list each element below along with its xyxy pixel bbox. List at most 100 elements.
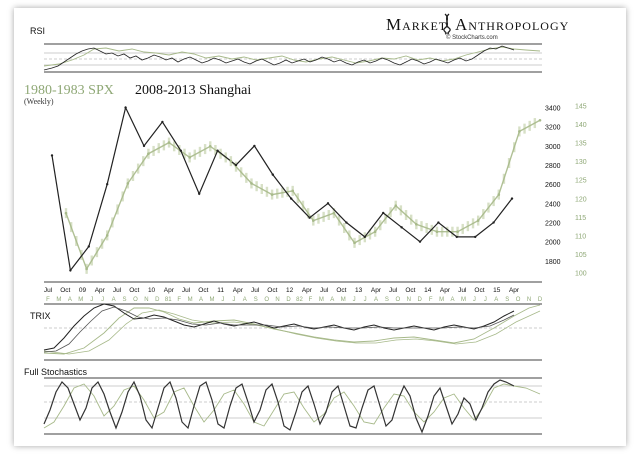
shanghai-point-13 xyxy=(290,197,293,200)
shanghai-point-8 xyxy=(198,192,201,195)
shanghai-point-10 xyxy=(234,163,238,167)
x-bottom-label-34: D xyxy=(418,297,423,303)
x-axis-top-labels: Jul Oct 09 Apr Jul Oct 10 Apr Jul Oct 11 Apr Jul Oct 1… xyxy=(44,287,520,294)
x-bottom-label-10: D xyxy=(155,297,160,303)
x-bottom-label-0: F xyxy=(46,297,50,303)
x-bottom-label-29: J xyxy=(364,297,367,303)
x-top-label-19: Apr xyxy=(371,287,382,294)
shanghai-point-12 xyxy=(271,173,274,176)
x-bottom-label-36: M xyxy=(439,297,444,303)
x-top-label-17: Oct xyxy=(336,287,346,294)
spx-point-5 xyxy=(167,141,171,144)
brand-word-market: Market xyxy=(386,15,447,34)
spx-point-14 xyxy=(353,241,356,245)
spx-point-15 xyxy=(373,230,377,234)
legend-shanghai: 2008-2013 Shanghai xyxy=(135,83,251,98)
x-top-label-15: Apr xyxy=(302,287,313,294)
shanghai-points xyxy=(50,106,514,272)
shanghai-point-14 xyxy=(308,216,311,219)
x-bottom-label-32: O xyxy=(396,297,401,303)
spx-point-7 xyxy=(208,144,212,148)
left-tick-label-4: 125 xyxy=(575,178,587,185)
stochastics-title: Full Stochastics xyxy=(24,367,88,377)
trix-panel: TRIX xyxy=(30,303,542,361)
x-top-label-16: Jul xyxy=(320,287,329,294)
spx-point-18 xyxy=(435,230,439,234)
shanghai-point-9 xyxy=(216,149,219,152)
shanghai-point-24 xyxy=(492,221,495,224)
spx-point-6 xyxy=(188,156,191,159)
x-bottom-label-43: O xyxy=(516,297,521,303)
x-bottom-label-17: J xyxy=(232,297,235,303)
x-bottom-label-3: M xyxy=(78,297,83,303)
x-bottom-label-41: A xyxy=(494,297,498,303)
x-bottom-label-16: J xyxy=(221,297,224,303)
x-top-label-11: Apr xyxy=(233,287,244,294)
shanghai-point-21 xyxy=(437,221,440,224)
shanghai-point-7 xyxy=(179,149,182,152)
shanghai-point-20 xyxy=(418,240,422,243)
spx-points xyxy=(64,118,542,271)
shanghai-series-line xyxy=(51,105,513,272)
shanghai-point-4 xyxy=(124,106,127,109)
shanghai-point-17 xyxy=(363,235,366,239)
rsi-shanghai-line xyxy=(43,45,515,71)
x-bottom-label-2: A xyxy=(68,297,72,303)
x-axis-bottom-labels: F M A M J J A S O N D 81 F M A M J J A S O N D 82 F M A M J J A S O N D F M A… xyxy=(46,297,543,303)
spx-point-20 xyxy=(476,219,480,222)
spx-point-4 xyxy=(147,152,150,156)
x-bottom-label-40: J xyxy=(484,297,487,303)
spx-point-19 xyxy=(456,230,459,234)
left-tick-label-2: 135 xyxy=(575,141,587,148)
x-bottom-label-38: M xyxy=(461,297,466,303)
left-axis-ticks: 145 140 135 130 125 120 115 110 105 100 xyxy=(575,103,587,277)
x-top-label-0: Jul xyxy=(44,287,53,294)
spx-point-12 xyxy=(312,219,315,222)
spx-point-21 xyxy=(497,193,501,196)
right-tick-label-4: 2600 xyxy=(545,182,561,189)
rsi-panel: RSI xyxy=(30,26,542,73)
legend-spx: 1980-1983 SPX xyxy=(24,83,114,98)
right-tick-label-3: 2800 xyxy=(545,163,561,170)
left-tick-label-8: 105 xyxy=(575,252,587,259)
x-top-label-23: Apr xyxy=(440,287,451,294)
right-tick-label-0: 3400 xyxy=(545,106,561,113)
left-tick-label-9: 100 xyxy=(575,271,587,278)
x-bottom-label-45: D xyxy=(538,297,543,303)
shanghai-point-23 xyxy=(474,235,477,239)
x-bottom-label-22: D xyxy=(286,297,291,303)
right-tick-label-2: 3000 xyxy=(545,144,561,151)
shanghai-point-19 xyxy=(400,226,403,229)
shanghai-point-5 xyxy=(142,144,146,148)
spx-point-8 xyxy=(229,159,233,163)
x-bottom-label-44: N xyxy=(527,297,531,303)
trix-spx-line xyxy=(43,304,541,355)
x-bottom-label-20: O xyxy=(264,297,269,303)
left-tick-label-7: 110 xyxy=(575,233,586,240)
rsi-title: RSI xyxy=(30,26,45,36)
main-panel: 3400 3200 3000 2800 2600 2400 2200 2000 1800 145… xyxy=(44,103,587,303)
spx-point-11 xyxy=(291,189,294,193)
left-tick-label-1: 140 xyxy=(575,122,587,129)
right-tick-label-6: 2200 xyxy=(545,221,561,228)
x-bottom-label-24: F xyxy=(309,297,313,303)
right-tick-label-8: 1800 xyxy=(545,259,561,266)
spx-series-line xyxy=(65,119,541,271)
x-top-label-26: 15 xyxy=(493,287,501,294)
spx-point-0 xyxy=(64,211,68,215)
shanghai-point-6 xyxy=(161,120,164,124)
x-bottom-label-12: F xyxy=(177,297,181,303)
shanghai-point-18 xyxy=(382,211,385,215)
x-top-label-25: Oct xyxy=(474,287,484,294)
spx-point-3 xyxy=(126,182,130,185)
subtitle-weekly: (Weekly) xyxy=(24,97,54,106)
left-tick-label-0: 145 xyxy=(575,103,587,110)
x-bottom-label-30: A xyxy=(374,297,378,303)
spx-point-1 xyxy=(85,267,88,271)
trix-shanghai-signal xyxy=(43,306,515,353)
chart-card: Market Anthropology © StockCharts.com RS… xyxy=(14,8,626,446)
x-bottom-label-25: M xyxy=(319,297,324,303)
spx-point-16 xyxy=(394,204,398,208)
left-tick-label-3: 130 xyxy=(575,159,587,166)
